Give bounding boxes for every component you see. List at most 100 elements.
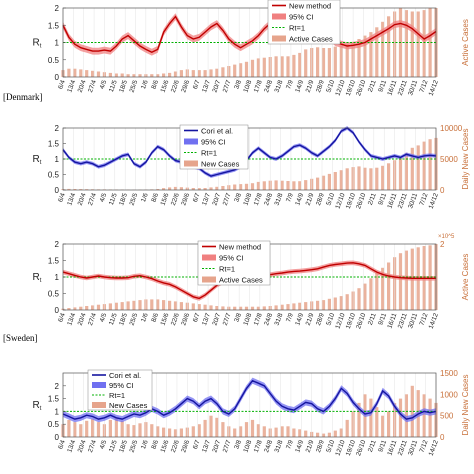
case-bar: [150, 299, 154, 310]
case-bar: [173, 429, 178, 437]
case-bar: [120, 420, 124, 437]
x-tick-label: 31/8: [274, 192, 285, 207]
case-bar: [162, 300, 166, 310]
case-bar: [369, 278, 373, 310]
case-bar: [292, 54, 296, 77]
case-bar: [375, 273, 379, 310]
x-tick-label: 18/5: [118, 312, 129, 327]
case-bar: [126, 424, 130, 437]
y-tick-label: 1: [55, 407, 60, 416]
case-bar: [404, 394, 408, 437]
rt-line: [62, 127, 437, 177]
x-tick-label: 1/6: [140, 439, 150, 450]
y2-multiplier: ×10^5: [438, 234, 455, 240]
case-bar: [387, 262, 391, 310]
case-bar: [203, 419, 207, 437]
x-tick-label: 18/5: [118, 79, 129, 94]
y-tick-label: 1: [55, 39, 60, 48]
case-bar: [250, 419, 255, 437]
x-tick-label: 7/12: [419, 192, 430, 207]
x-tick-label: 31/8: [274, 79, 285, 94]
legend-label: Rt=1: [201, 149, 217, 158]
x-tick-label: 5/10: [325, 79, 336, 94]
case-bar: [197, 70, 201, 77]
x-tick-label: 17/8: [253, 312, 264, 327]
y2-tick-label: 1000: [440, 390, 458, 399]
case-bar: [410, 385, 414, 437]
x-tick-label: 7/12: [419, 439, 430, 454]
x-tick-label: 11/5: [108, 439, 119, 453]
case-bar: [410, 147, 414, 190]
x-tick-label: 28/9: [315, 312, 326, 327]
x-tick-label: 26/10: [355, 439, 367, 457]
case-bar: [387, 163, 391, 190]
y2-tick-label: 2: [440, 240, 445, 249]
case-bar: [333, 172, 337, 190]
x-tick-label: 24/8: [263, 79, 274, 94]
x-tick-label: 6/7: [192, 439, 202, 450]
x-tick-label: 11/5: [108, 79, 119, 93]
x-tick-label: 22/6: [170, 439, 181, 454]
case-bar: [239, 426, 243, 437]
x-tick-label: 29/6: [180, 439, 191, 454]
x-tick-label: 30/11: [407, 79, 419, 97]
case-bar: [404, 10, 408, 78]
case-bar: [156, 74, 160, 77]
case-bar: [173, 301, 178, 310]
y-tick-label: 1.5: [48, 257, 60, 266]
x-tick-label: 13/7: [201, 312, 212, 327]
x-tick-label: 7/9: [285, 79, 295, 90]
case-bar: [316, 47, 320, 77]
x-tick-label: 26/10: [355, 192, 367, 210]
x-tick-label: 9/11: [377, 312, 388, 326]
case-bar: [132, 425, 136, 437]
x-tick-label: 1/6: [140, 79, 150, 90]
case-bar: [262, 181, 266, 190]
case-bar: [387, 411, 391, 437]
x-tick-label: 6/4: [57, 439, 67, 450]
x-tick-label: 6/7: [192, 192, 202, 203]
x-tick-label: 29/6: [180, 79, 191, 94]
x-tick-label: 29/6: [180, 312, 191, 327]
case-bar: [215, 306, 219, 310]
case-bar: [85, 189, 89, 190]
case-bar: [345, 419, 349, 437]
case-bar: [333, 430, 337, 437]
legend-label: New Cases: [201, 160, 240, 169]
case-bar: [398, 253, 403, 310]
y2-axis-label: Daily New Cases: [461, 375, 470, 436]
case-bar: [179, 70, 183, 77]
x-tick-label: 18/5: [118, 439, 129, 454]
case-bar: [67, 419, 71, 437]
legend-swatch: [202, 254, 216, 261]
case-bar: [191, 70, 195, 77]
case-bar: [304, 180, 308, 190]
case-bar: [168, 428, 172, 437]
case-bar: [333, 297, 337, 310]
denmark-label: [Denmark]: [3, 92, 43, 102]
case-bar: [67, 68, 71, 77]
legend-swatch: [92, 382, 106, 388]
x-tick-label: 7/9: [285, 439, 295, 450]
y-axis-label: Rt: [33, 154, 42, 166]
case-bar: [398, 398, 403, 437]
case-bar: [339, 45, 343, 77]
case-bar: [244, 422, 249, 437]
case-bar: [250, 306, 255, 310]
case-bar: [114, 73, 118, 77]
case-bar: [168, 187, 172, 190]
x-tick-label: 27/7: [222, 79, 233, 94]
case-bar: [292, 303, 296, 310]
y-tick-label: 0.5: [48, 171, 60, 180]
x-tick-label: 14/9: [294, 312, 305, 327]
x-tick-label: 8/6: [150, 312, 160, 323]
case-bar: [292, 428, 296, 437]
case-bar: [256, 58, 260, 77]
case-bar: [150, 424, 154, 437]
case-bar: [345, 294, 349, 310]
case-bar: [304, 430, 308, 437]
x-tick-label: 10/8: [242, 312, 253, 327]
case-bar: [221, 422, 225, 437]
y2-tick-label: 0: [440, 186, 445, 195]
